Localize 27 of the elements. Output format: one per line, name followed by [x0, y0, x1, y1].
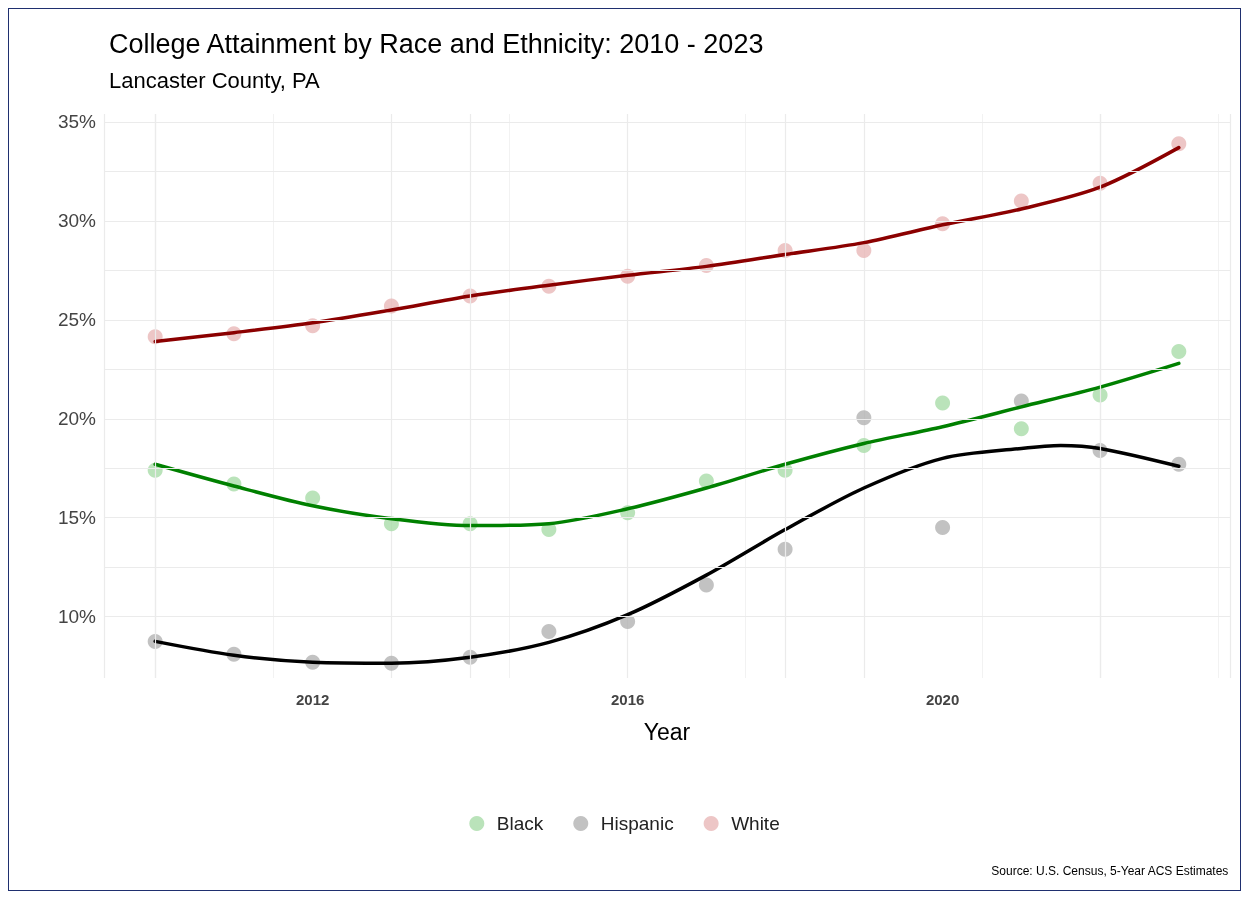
point — [1013, 193, 1029, 209]
point — [935, 395, 951, 411]
y-tick-label: 20% — [57, 408, 97, 430]
y-tick-label: 10% — [57, 606, 97, 628]
x-tick-label: 2020 — [925, 691, 960, 708]
point — [856, 243, 872, 259]
y-tick-label: 35% — [57, 111, 97, 133]
point — [1013, 421, 1029, 437]
source-note: Source: U.S. Census, 5-Year ACS Estimates — [991, 864, 1229, 878]
point — [856, 410, 872, 426]
point — [698, 577, 714, 593]
legend-label: Hispanic — [600, 813, 674, 834]
legend-label: White — [731, 813, 780, 834]
legend-label: Black — [496, 813, 544, 834]
y-tick-label: 25% — [57, 309, 97, 331]
x-tick-label: 2016 — [610, 691, 645, 708]
point — [305, 490, 321, 506]
x-tick-label: 2012 — [295, 691, 330, 708]
point — [541, 624, 557, 639]
y-tick-label: 15% — [57, 507, 97, 529]
point — [1171, 343, 1187, 359]
point — [935, 520, 951, 536]
point — [777, 541, 793, 557]
chart-subtitle: Lancaster County, PA — [109, 67, 321, 93]
y-tick-label: 30% — [57, 210, 97, 232]
x-axis-title: Year — [643, 718, 691, 745]
chart-title: College Attainment by Race and Ethnicity: 2010 - 2023 — [109, 28, 764, 59]
